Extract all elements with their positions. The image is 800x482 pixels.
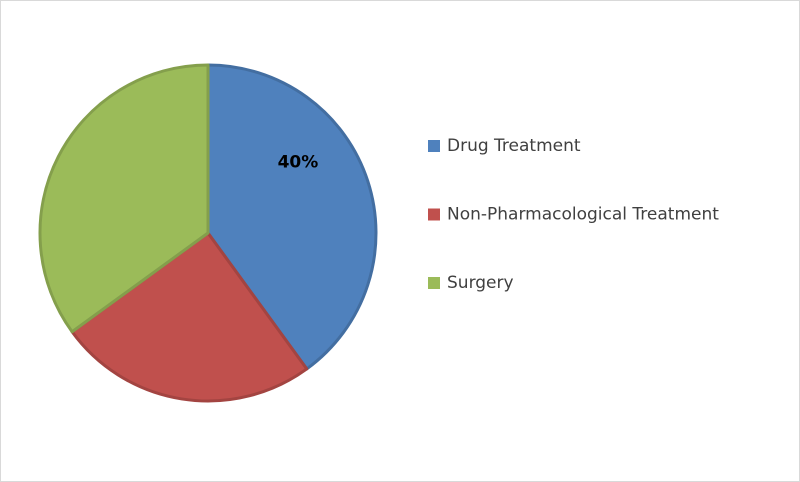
legend-label: Drug Treatment	[447, 136, 581, 156]
pie-slice	[38, 63, 210, 334]
pie-slice	[206, 63, 378, 371]
legend-label: Non-Pharmacological Treatment	[447, 205, 719, 225]
pie: 40%	[38, 63, 378, 403]
legend-label: Surgery	[447, 273, 514, 293]
pie-slice	[70, 231, 309, 403]
data-label: 40%	[278, 153, 319, 173]
legend: Drug Treatment Non-Pharmacological Treatm…	[428, 136, 719, 293]
legend-swatch	[428, 140, 440, 152]
legend-swatch	[428, 208, 440, 221]
legend-swatch	[428, 277, 440, 289]
